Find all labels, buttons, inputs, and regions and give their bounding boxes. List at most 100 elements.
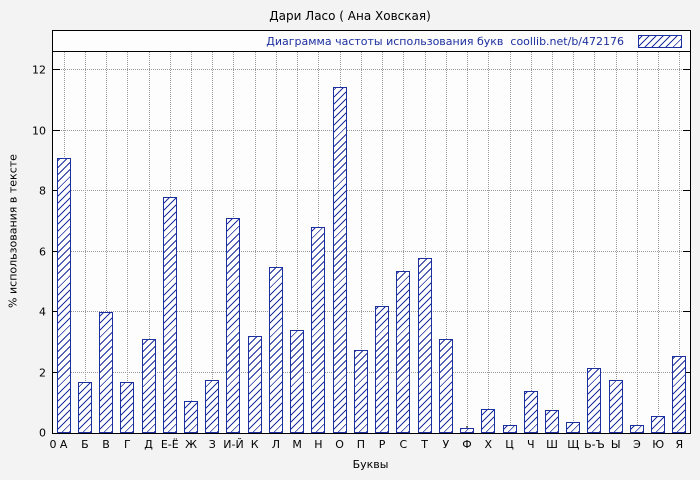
bar-Ц — [502, 425, 517, 433]
x-tick-label: С — [399, 438, 408, 451]
y-tickmark-right — [683, 250, 690, 252]
v-gridline — [636, 31, 638, 433]
v-gridline — [530, 31, 532, 433]
v-gridline — [212, 31, 214, 433]
bar-Л — [268, 266, 283, 433]
x-tick-label: Ш — [546, 438, 558, 451]
x-tick-label: Ч — [526, 438, 535, 451]
bar-К — [247, 336, 262, 433]
y-tickmark-right — [683, 190, 690, 192]
bar-Б — [77, 381, 92, 433]
bar-П — [353, 349, 368, 433]
x-tick-label: К — [250, 438, 259, 451]
x-tick-label: Ы — [610, 438, 621, 451]
x-tick-label: Б — [81, 438, 89, 451]
x-tick-label: Ц — [505, 438, 514, 451]
y-tickmark-left — [53, 129, 60, 131]
x-tick-label: П — [356, 438, 366, 451]
v-gridline — [191, 31, 193, 433]
x-tick-label: В — [102, 438, 110, 451]
x-origin-label: 0 — [49, 438, 57, 451]
v-gridline — [551, 31, 553, 433]
bar-У — [438, 339, 453, 433]
x-tick-label: М — [292, 438, 302, 451]
bar-А — [56, 157, 71, 433]
legend-swatch-hatch — [638, 34, 682, 48]
y-tick-label: 2 — [39, 366, 46, 380]
bar-Г — [120, 381, 135, 433]
bar-Р — [375, 306, 390, 433]
h-gridline — [53, 190, 690, 192]
y-tick-label: 4 — [39, 305, 46, 319]
y-tickmark-left — [53, 250, 60, 252]
y-tickmark-left — [53, 69, 60, 71]
x-tick-label: О — [335, 438, 344, 451]
bar-Н — [311, 227, 326, 433]
bar-Д — [141, 339, 156, 433]
bar-Ф — [460, 428, 475, 433]
x-tick-label: Я — [675, 438, 684, 451]
y-axis-label: % использования в тексте — [6, 154, 20, 308]
v-gridline — [467, 31, 469, 433]
bar-Т — [417, 257, 432, 433]
plot-area: Диаграмма частоты использования букв coo… — [32, 30, 691, 451]
x-tick-label: У — [442, 438, 450, 451]
v-gridline — [275, 31, 277, 433]
y-tickmark-left — [53, 190, 60, 192]
y-tick-label: 8 — [39, 184, 46, 198]
v-gridline — [254, 31, 256, 433]
x-tick-label: Ж — [185, 438, 197, 451]
x-tick-label: Ь-Ъ — [584, 438, 605, 451]
bar-Х — [481, 408, 496, 433]
legend-label: Диаграмма частоты использования букв coo… — [266, 34, 624, 48]
bar-Ю — [651, 416, 666, 433]
bar-М — [290, 330, 305, 433]
bar-Ы — [608, 380, 623, 433]
bar-С — [396, 271, 411, 433]
y-tick-label: 0 — [39, 426, 46, 440]
x-tick-label: Н — [314, 438, 323, 451]
x-tick-label: Э — [633, 438, 641, 451]
x-tick-label: Х — [484, 438, 493, 451]
v-gridline — [509, 31, 511, 433]
v-gridline — [658, 31, 660, 433]
v-gridline — [615, 31, 617, 433]
y-tickmark-left — [53, 371, 60, 373]
y-tickmark-right — [683, 371, 690, 373]
bar-Ш — [544, 410, 559, 433]
v-gridline — [403, 31, 405, 433]
h-gridline — [53, 69, 690, 71]
y-tickmark-right — [683, 69, 690, 71]
v-gridline — [488, 31, 490, 433]
x-tick-label: Т — [421, 438, 428, 451]
x-tick-label: Г — [123, 438, 131, 451]
x-tick-label: Ф — [462, 438, 472, 451]
bar-О — [332, 86, 347, 433]
chart-title: Дари Ласо ( Ана Ховская) — [269, 9, 431, 23]
y-tickmark-right — [683, 129, 690, 131]
v-gridline — [360, 31, 362, 433]
bar-Е-Ё — [162, 197, 177, 433]
y-tick-label: 10 — [32, 124, 46, 138]
bar-Ь-Ъ — [587, 368, 602, 433]
v-gridline — [594, 31, 596, 433]
x-tick-label: Д — [144, 438, 153, 451]
bar-Ч — [523, 390, 538, 433]
x-tick-label: Л — [271, 438, 281, 451]
v-gridline — [297, 31, 299, 433]
v-gridline — [679, 31, 681, 433]
v-gridline — [424, 31, 426, 433]
y-tickmark-left — [53, 311, 60, 313]
x-tick-label: А — [59, 438, 68, 451]
h-gridline — [53, 250, 690, 252]
y-tick-label: 12 — [32, 63, 46, 77]
bar-Я — [672, 355, 687, 433]
bar-З — [205, 380, 220, 433]
v-gridline — [148, 31, 150, 433]
x-tick-label: Ю — [652, 438, 665, 451]
bar-Ж — [184, 401, 199, 433]
bar-В — [99, 312, 114, 433]
v-gridline — [84, 31, 86, 433]
x-axis-label: Буквы — [352, 458, 389, 471]
